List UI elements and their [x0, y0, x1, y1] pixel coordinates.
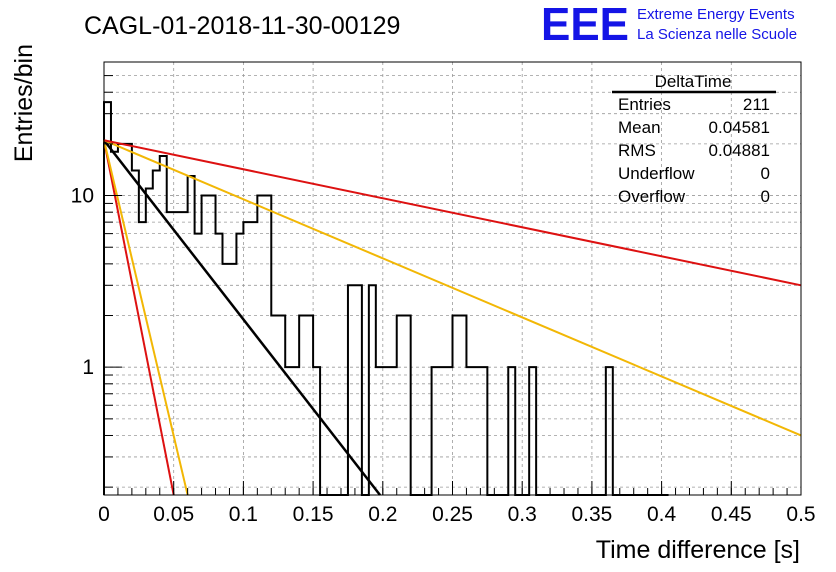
stats-box: DeltaTime Entries 211 Mean 0.04581 RMS 0.0488…	[612, 72, 776, 206]
plot-frame	[103, 61, 802, 496]
axis-ticks-layer: 0 0.05 0.1 0.15 0.2 0.25 0.3 0.35 0.4 0.45 0.5 1 10	[71, 61, 816, 526]
stats-title: DeltaTime	[655, 72, 732, 91]
run-title: CAGL-01-2018-11-30-00129	[84, 12, 400, 40]
y-axis-label: Entries/bin	[10, 44, 38, 162]
stats-row-value: 211	[743, 95, 770, 114]
stats-row-value: 0	[761, 164, 770, 183]
stats-row-label: Mean	[618, 118, 661, 137]
stats-row-label: Overflow	[618, 187, 686, 206]
x-tick-label: 0.05	[153, 503, 194, 526]
x-tick-label: 0.25	[432, 503, 473, 526]
fit-line-0	[103, 140, 175, 496]
x-tick-label: 0.45	[711, 503, 752, 526]
stats-row-label: Entries	[618, 95, 671, 114]
brand-line-2: La Scienza nelle Scuole	[637, 26, 797, 43]
grid-layer	[104, 61, 801, 495]
stats-row-label: Underflow	[618, 164, 695, 183]
fit-line-3	[103, 139, 802, 437]
y-tick-label: 1	[82, 356, 94, 379]
histogram-outline	[103, 101, 669, 496]
stats-row-value: 0	[761, 187, 770, 206]
eee-logo: EEE	[541, 0, 629, 50]
x-tick-label: 0.2	[368, 503, 397, 526]
fit-line-4	[103, 139, 802, 287]
histogram-layer	[103, 101, 669, 496]
stats-row-value: 0.04881	[709, 141, 770, 160]
y-tick-label: 10	[71, 185, 94, 208]
stats-row-label: RMS	[618, 141, 656, 160]
x-tick-label: 0.4	[647, 503, 677, 526]
fit-lines-layer	[103, 139, 802, 496]
x-tick-label: 0.15	[293, 503, 334, 526]
x-tick-label: 0.1	[229, 503, 258, 526]
stats-rows: Entries 211 Mean 0.04581 RMS 0.04881 Underflow…	[618, 95, 770, 206]
x-tick-label: 0	[98, 503, 110, 526]
x-tick-label: 0.35	[571, 503, 612, 526]
x-axis-label: Time difference [s]	[596, 536, 800, 564]
brand-line-1: Extreme Energy Events	[637, 6, 795, 23]
x-tick-label: 0.3	[508, 503, 537, 526]
stats-row-value: 0.04581	[709, 118, 770, 137]
x-tick-label: 0.5	[786, 503, 815, 526]
fit-line-1	[103, 140, 189, 496]
fit-line-2	[103, 139, 381, 496]
